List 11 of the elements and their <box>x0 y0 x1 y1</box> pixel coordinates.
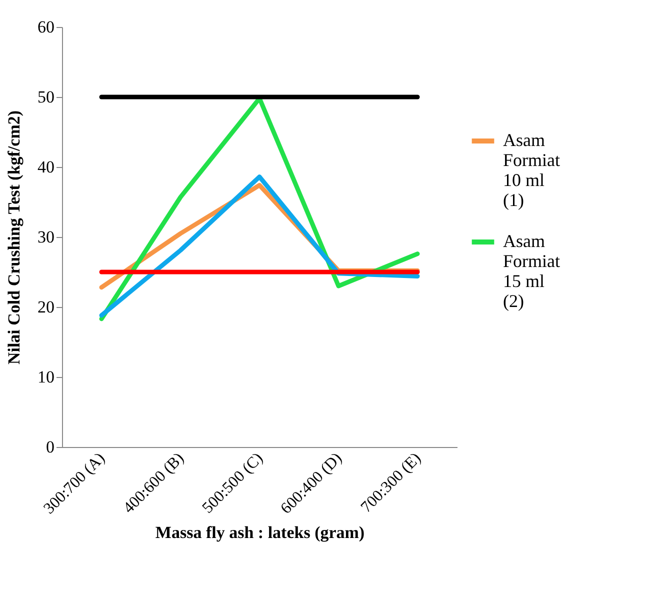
legend-label: Asam Formiat 10 ml (1) <box>503 130 560 210</box>
legend-label: Asam Formiat 15 ml (2) <box>503 231 560 311</box>
x-axis-title: Massa fly ash : lateks (gram) <box>155 522 365 542</box>
y-tick-label: 30 <box>38 228 54 246</box>
y-tick-label: 50 <box>38 88 54 106</box>
y-tick-label: 0 <box>46 438 54 456</box>
y-tick-label: 60 <box>38 18 54 36</box>
y-tick-label: 10 <box>38 368 54 386</box>
y-axis-title: Nilai Cold Crushing Test (kgf/cm2) <box>4 110 24 365</box>
y-tick-label: 20 <box>38 298 54 316</box>
y-tick-label: 40 <box>38 158 54 176</box>
